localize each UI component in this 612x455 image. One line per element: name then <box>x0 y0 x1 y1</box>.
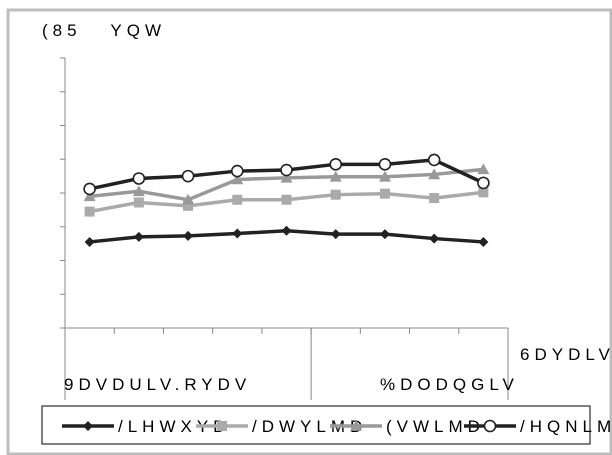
data-point <box>133 231 144 242</box>
legend-entry-0: /LHWXYD <box>62 417 230 436</box>
data-point <box>478 187 489 198</box>
legend-swatch-marker <box>83 421 93 431</box>
group-label-0: 9DVDULV.RYDV <box>64 375 251 394</box>
data-point <box>428 168 441 180</box>
data-point <box>330 229 341 240</box>
x-axis-label: 6DYDLV <box>520 345 612 364</box>
data-point <box>230 164 244 178</box>
legend-label: /DWYLMD <box>252 417 367 436</box>
series-0 <box>84 225 489 247</box>
data-point <box>232 194 243 205</box>
data-point <box>478 236 489 247</box>
series-layer <box>83 153 490 247</box>
data-point <box>183 200 194 211</box>
data-point <box>378 158 392 171</box>
data-point <box>231 173 244 185</box>
data-point <box>427 153 441 167</box>
data-point <box>378 170 391 182</box>
legend-swatch-marker <box>350 420 362 431</box>
data-point <box>83 190 96 202</box>
data-point <box>232 228 243 239</box>
data-point <box>477 163 490 175</box>
data-point <box>330 189 341 200</box>
data-point <box>477 176 490 190</box>
series-2 <box>83 163 490 205</box>
legend-entry-1: /DWYLMD <box>196 417 367 436</box>
data-point <box>181 169 195 183</box>
data-point <box>280 171 293 183</box>
data-point <box>132 172 146 185</box>
data-point <box>429 193 440 204</box>
data-point <box>281 194 292 205</box>
data-point <box>83 182 96 196</box>
legend-label: /LHWXYD <box>118 417 230 436</box>
legend-items: /LHWXYD/DWYLMD (VWLMD/HQNLMD <box>62 417 612 436</box>
data-point <box>329 170 342 182</box>
data-point <box>84 206 95 217</box>
data-point <box>379 229 390 240</box>
data-point <box>379 188 390 199</box>
data-point <box>84 236 95 247</box>
data-point <box>183 230 194 241</box>
legend-entry-2: (VWLMD <box>330 417 485 436</box>
data-point <box>429 233 440 244</box>
legend-label: /HQNLMD <box>520 417 612 436</box>
series-3 <box>83 153 490 196</box>
legend: /LHWXYD/DWYLMD (VWLMD/HQNLMD <box>41 405 612 445</box>
legend-label: (VWLMD <box>386 417 485 436</box>
group-label-1: %DODQGLV <box>380 375 519 394</box>
unit-label: (85 YQW <box>42 21 166 40</box>
axes <box>60 57 509 400</box>
legend-swatch-marker <box>483 419 497 433</box>
data-point <box>182 193 195 205</box>
data-point <box>329 158 343 171</box>
data-point <box>280 163 293 177</box>
series-1 <box>84 187 489 217</box>
legend-swatch-marker <box>217 421 227 431</box>
legend-entry-3: /HQNLMD <box>464 417 612 436</box>
data-point <box>133 197 144 208</box>
data-point <box>281 225 292 236</box>
data-point <box>132 185 145 197</box>
